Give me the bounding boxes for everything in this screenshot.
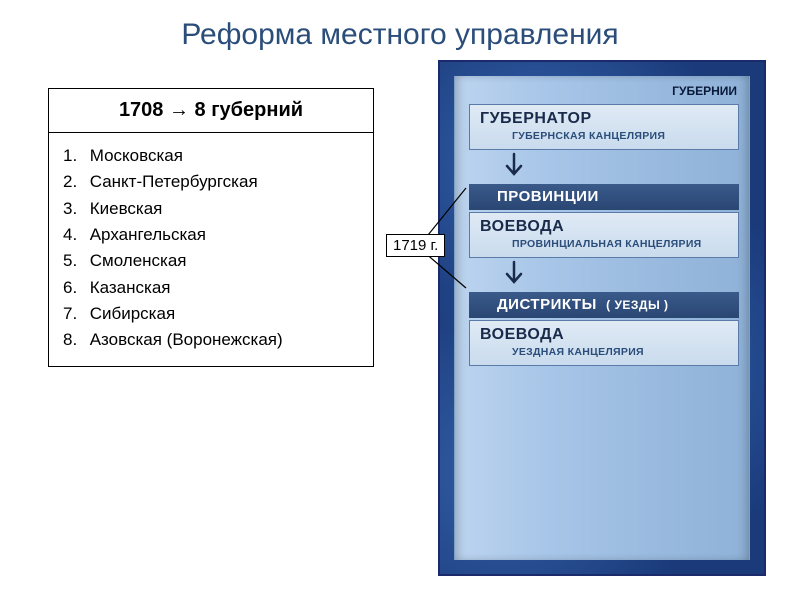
scroll-background: ГУБЕРНИИ ГУБЕРНАТОР ГУБЕРНСКАЯ КАНЦЕЛЯРИ… [454, 76, 750, 560]
level-gubernator: ГУБЕРНАТОР ГУБЕРНСКАЯ КАНЦЕЛЯРИЯ [469, 104, 739, 150]
arrow-down-icon [469, 152, 739, 182]
gubernii-list-box: 1708 → 8 губерний 1. Московская2. Санкт-… [48, 88, 374, 367]
list-item: 2. Санкт-Петербургская [63, 169, 359, 195]
list-item: 4. Архангельская [63, 222, 359, 248]
division-distrikty: ДИСТРИКТЫ ( УЕЗДЫ ) [469, 292, 739, 318]
top-label-gubernii: ГУБЕРНИИ [469, 84, 739, 104]
distrikty-paren: ( УЕЗДЫ ) [606, 298, 668, 312]
list-item: 3. Киевская [63, 196, 359, 222]
level-voevoda-uezd: ВОЕВОДА УЕЗДНАЯ КАНЦЕЛЯРИЯ [469, 320, 739, 366]
list-item: 5. Смоленская [63, 248, 359, 274]
division-provintsii: ПРОВИНЦИИ [469, 184, 739, 210]
provintsii-label: ПРОВИНЦИИ [497, 188, 599, 205]
page-title: Реформа местного управления [0, 0, 800, 52]
voevoda-uezd-sub: УЕЗДНАЯ КАНЦЕЛЯРИЯ [480, 344, 730, 358]
distrikty-label: ДИСТРИКТЫ [497, 296, 597, 313]
voevoda-uezd-title: ВОЕВОДА [480, 326, 730, 344]
level-voevoda-prov: ВОЕВОДА ПРОВИНЦИАЛЬНАЯ КАНЦЕЛЯРИЯ [469, 212, 739, 258]
hierarchy-panel: ГУБЕРНИИ ГУБЕРНАТОР ГУБЕРНСКАЯ КАНЦЕЛЯРИ… [438, 60, 766, 576]
arrow-down-icon [469, 260, 739, 290]
voevoda-prov-sub: ПРОВИНЦИАЛЬНАЯ КАНЦЕЛЯРИЯ [480, 236, 730, 250]
list-item: 1. Московская [63, 143, 359, 169]
list-item: 6. Казанская [63, 275, 359, 301]
list-item: 7. Сибирская [63, 301, 359, 327]
list-item: 8. Азовская (Воронежская) [63, 327, 359, 353]
year-tag-1719: 1719 г. [386, 234, 445, 257]
gubernii-list: 1. Московская2. Санкт-Петербургская3. Ки… [49, 133, 373, 366]
list-header: 1708 → 8 губерний [49, 89, 373, 133]
gubernator-sub: ГУБЕРНСКАЯ КАНЦЕЛЯРИЯ [480, 128, 730, 142]
gubernator-title: ГУБЕРНАТОР [480, 110, 730, 128]
voevoda-prov-title: ВОЕВОДА [480, 218, 730, 236]
